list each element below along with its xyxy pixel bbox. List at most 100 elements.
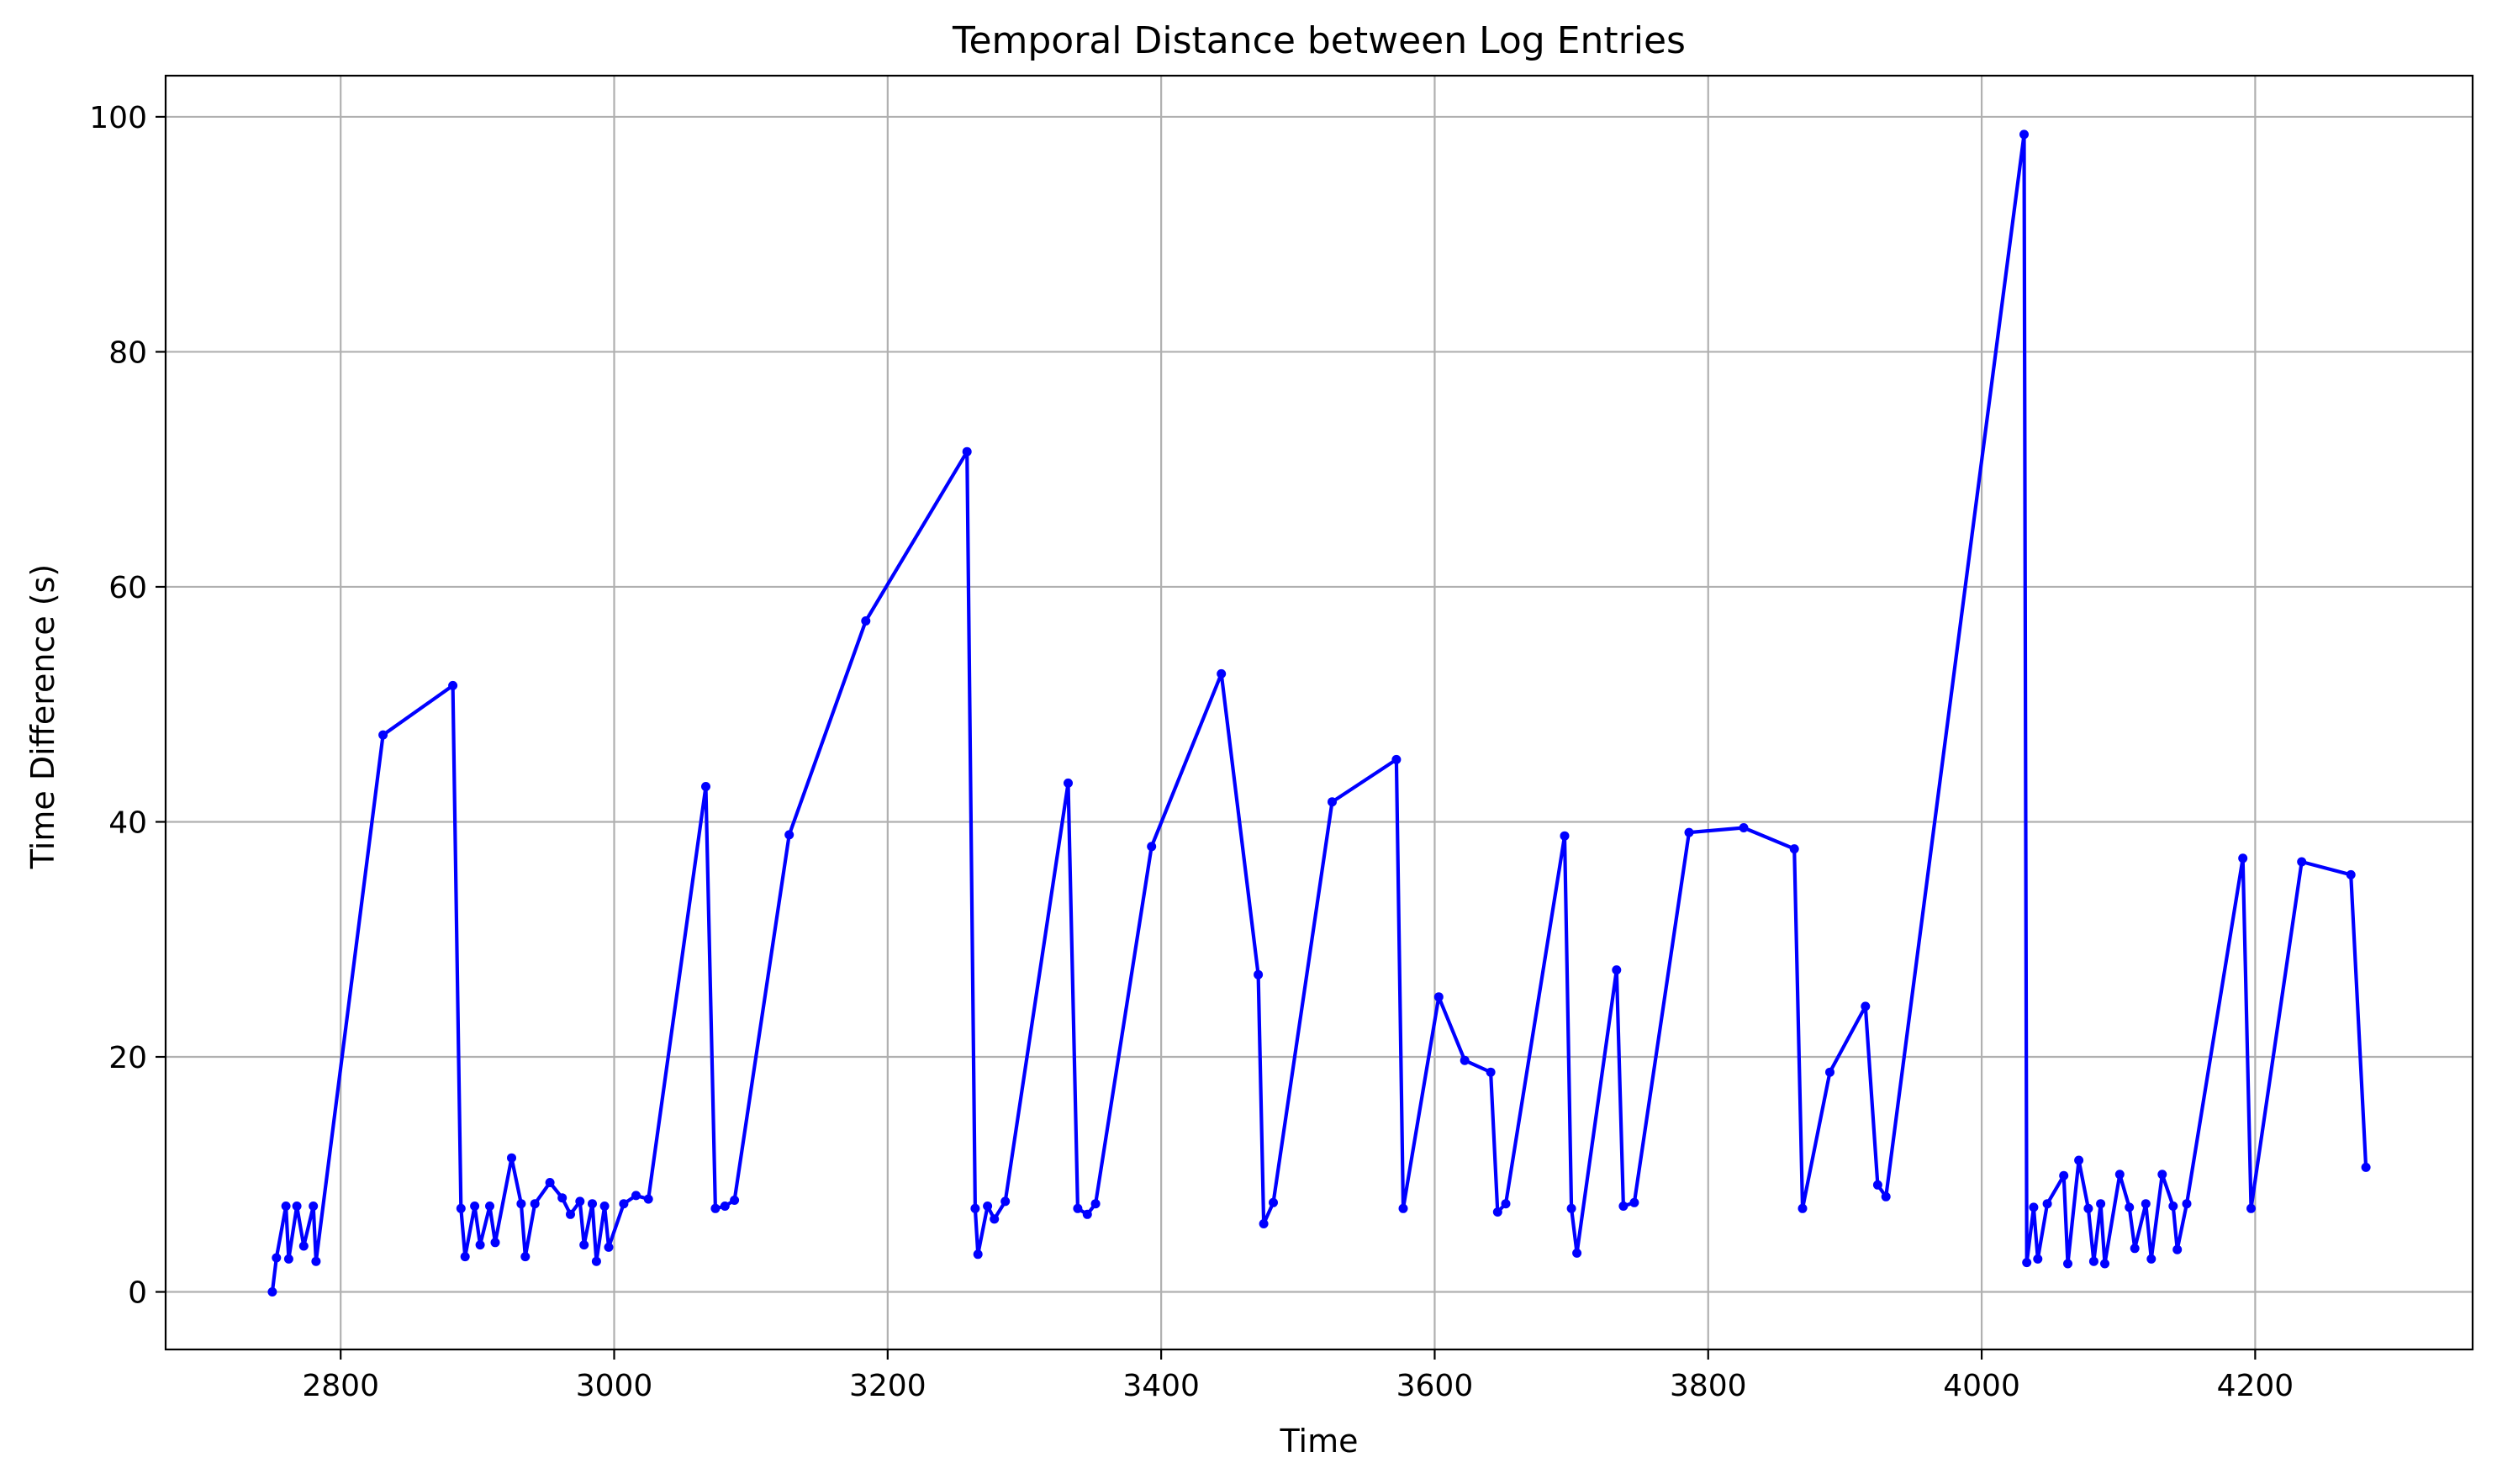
- data-point: [710, 1203, 721, 1213]
- data-point: [1073, 1203, 1083, 1213]
- data-point: [470, 1201, 480, 1211]
- data-point: [973, 1249, 983, 1260]
- data-point: [1217, 668, 1227, 679]
- data-point: [1566, 1203, 1576, 1213]
- data-point: [1269, 1197, 1278, 1207]
- data-point: [2297, 857, 2307, 867]
- data-point: [962, 446, 972, 457]
- data-point: [1082, 1209, 1092, 1219]
- chart-title: Temporal Distance between Log Entries: [952, 19, 1686, 62]
- y-tick-label: 20: [108, 1041, 147, 1075]
- data-point: [2238, 853, 2248, 863]
- data-point: [2088, 1256, 2098, 1266]
- data-point: [2114, 1170, 2125, 1180]
- tick-layer: 2800 3000 3200 3400 3600 3800 4000 4200 0 20 40 60 8…: [89, 101, 2294, 1403]
- data-point: [2059, 1170, 2069, 1180]
- data-point: [1789, 844, 1799, 854]
- x-tick-label: 4000: [1943, 1369, 2020, 1403]
- y-tick-label: 0: [128, 1276, 147, 1311]
- x-tick-label: 4200: [2217, 1369, 2294, 1403]
- data-point: [1398, 1203, 1408, 1213]
- data-point: [281, 1201, 291, 1211]
- data-point: [701, 782, 710, 791]
- data-point: [2022, 1258, 2032, 1268]
- data-point: [2033, 1254, 2043, 1264]
- y-tick-label: 80: [108, 335, 147, 370]
- data-point: [292, 1201, 302, 1211]
- x-tick-label: 3400: [1122, 1369, 1200, 1403]
- data-point: [557, 1193, 568, 1203]
- data-point: [530, 1199, 540, 1209]
- data-point: [1739, 823, 1749, 832]
- data-point: [298, 1241, 309, 1251]
- data-point: [1000, 1196, 1011, 1207]
- data-point: [1612, 965, 1622, 975]
- data-point: [520, 1252, 531, 1262]
- data-point: [990, 1214, 1000, 1224]
- data-point: [1460, 1055, 1470, 1065]
- data-point: [2361, 1162, 2371, 1172]
- data-point: [1881, 1191, 1891, 1201]
- data-point: [516, 1199, 526, 1209]
- data-point: [2157, 1170, 2167, 1180]
- data-point: [579, 1240, 589, 1250]
- data-point: [2100, 1259, 2109, 1269]
- data-point: [1147, 842, 1157, 852]
- data-point: [970, 1203, 980, 1213]
- x-tick-label: 3200: [849, 1369, 926, 1403]
- data-point: [2063, 1259, 2072, 1269]
- data-point: [283, 1254, 293, 1264]
- data-point: [1064, 778, 1073, 788]
- data-point: [2083, 1203, 2093, 1213]
- data-point: [1629, 1197, 1639, 1207]
- data-point: [784, 830, 794, 840]
- data-point: [566, 1209, 575, 1219]
- data-point: [2141, 1199, 2151, 1209]
- data-point: [730, 1196, 740, 1205]
- data-point: [507, 1153, 516, 1163]
- data-point: [1090, 1199, 1101, 1209]
- data-point: [267, 1287, 277, 1297]
- data-point: [599, 1201, 610, 1211]
- data-point: [2019, 129, 2029, 140]
- data-point: [456, 1203, 466, 1213]
- data-point: [1861, 1001, 1871, 1011]
- data-point: [643, 1194, 653, 1204]
- data-point: [631, 1191, 641, 1201]
- data-point: [720, 1201, 730, 1211]
- data-point: [1684, 827, 1694, 837]
- data-point: [485, 1201, 494, 1211]
- data-point: [1872, 1180, 1882, 1190]
- data-point: [2074, 1155, 2084, 1165]
- series-layer: [267, 129, 2371, 1297]
- data-point: [2029, 1202, 2039, 1212]
- data-point: [2172, 1244, 2183, 1254]
- data-point: [2146, 1254, 2156, 1264]
- y-tick-label: 100: [89, 101, 147, 135]
- y-tick-label: 40: [108, 805, 147, 840]
- data-point: [1486, 1067, 1496, 1077]
- x-tick-label: 2800: [302, 1369, 379, 1403]
- data-point: [1492, 1207, 1502, 1217]
- data-point: [1560, 831, 1570, 841]
- data-point: [861, 616, 871, 626]
- data-point: [1259, 1219, 1269, 1228]
- grid-layer: [166, 76, 2473, 1349]
- data-point: [2346, 869, 2356, 879]
- x-tick-label: 3600: [1396, 1369, 1474, 1403]
- data-point: [2130, 1244, 2140, 1254]
- data-point: [2125, 1202, 2135, 1212]
- data-point: [1618, 1201, 1629, 1211]
- data-point: [490, 1238, 500, 1248]
- data-point: [1501, 1199, 1511, 1209]
- data-point: [1798, 1203, 1808, 1213]
- x-tick-label: 3000: [576, 1369, 653, 1403]
- data-point: [460, 1252, 470, 1262]
- data-point: [2096, 1199, 2106, 1209]
- data-point: [1572, 1248, 1582, 1258]
- data-point: [575, 1196, 585, 1207]
- data-point: [2042, 1199, 2052, 1209]
- data-point: [1328, 797, 1337, 807]
